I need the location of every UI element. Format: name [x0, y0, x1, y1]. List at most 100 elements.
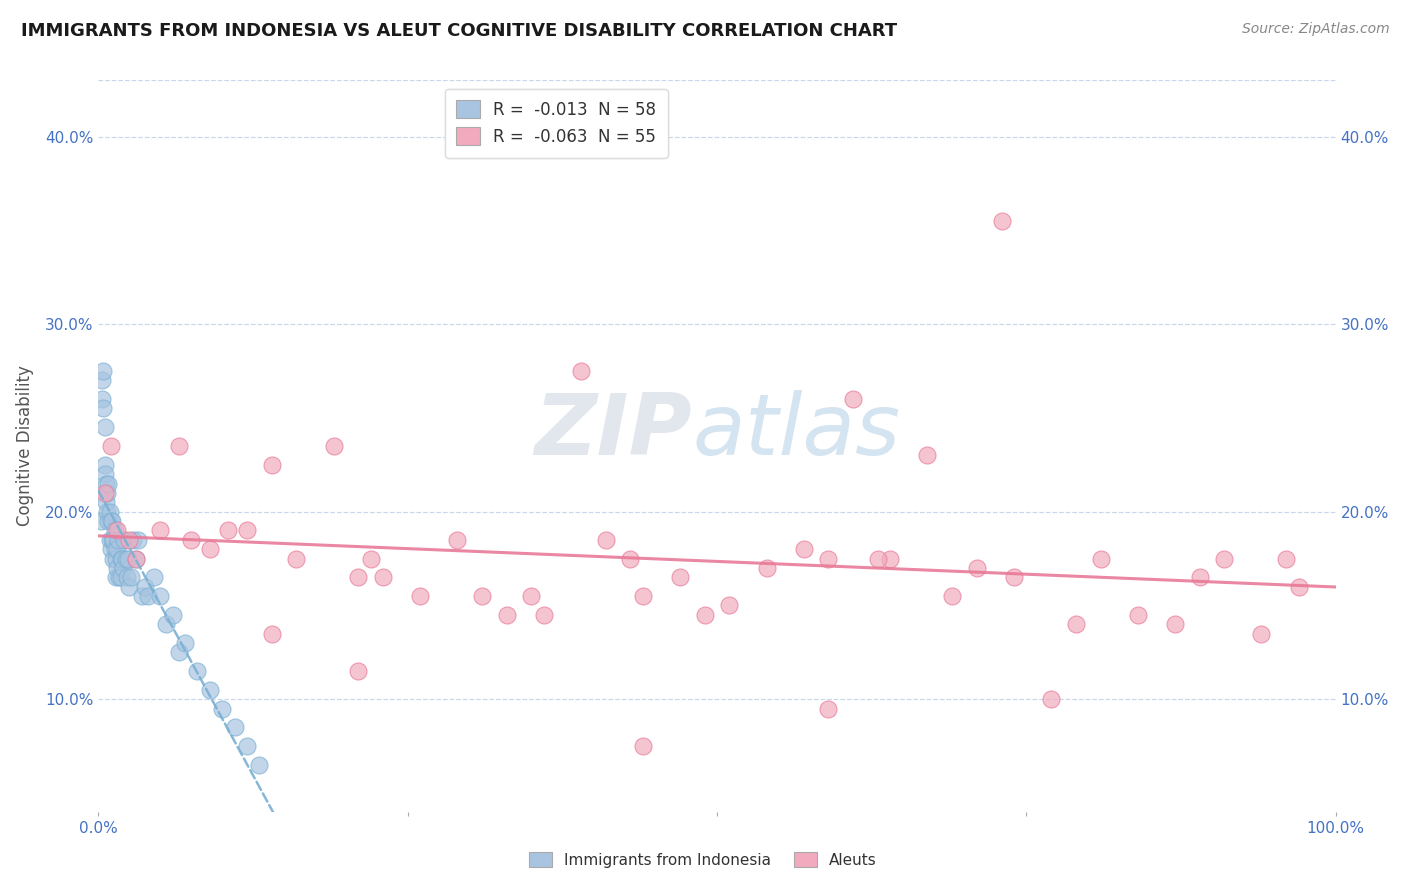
Point	[112, 561, 135, 575]
Point	[149, 524, 172, 538]
Point	[260, 626, 283, 640]
Legend: R =  -0.013  N = 58, R =  -0.063  N = 55: R = -0.013 N = 58, R = -0.063 N = 55	[444, 88, 668, 158]
Point	[112, 533, 135, 547]
Point	[619, 551, 641, 566]
Point	[155, 617, 177, 632]
Point	[117, 551, 139, 566]
Point	[718, 599, 741, 613]
Point	[127, 533, 149, 547]
Point	[100, 542, 122, 557]
Point	[1090, 551, 1112, 566]
Point	[124, 551, 146, 566]
Point	[347, 570, 370, 584]
Point	[817, 701, 839, 715]
Point	[101, 533, 124, 547]
Y-axis label: Cognitive Disability: Cognitive Disability	[15, 366, 34, 526]
Point	[110, 551, 132, 566]
Point	[96, 505, 118, 519]
Point	[842, 392, 865, 406]
Point	[93, 364, 115, 378]
Point	[471, 589, 494, 603]
Point	[149, 589, 172, 603]
Point	[103, 551, 125, 566]
Point	[174, 636, 197, 650]
Point	[131, 589, 153, 603]
Point	[167, 645, 190, 659]
Point	[93, 486, 115, 500]
Point	[97, 476, 120, 491]
Point	[817, 551, 839, 566]
Point	[98, 505, 121, 519]
Point	[631, 589, 654, 603]
Point	[122, 533, 145, 547]
Point	[90, 514, 112, 528]
Point	[322, 439, 344, 453]
Point	[93, 458, 115, 472]
Point	[941, 589, 963, 603]
Point	[1126, 607, 1149, 622]
Point	[1040, 692, 1063, 706]
Text: ZIP: ZIP	[534, 390, 692, 473]
Point	[93, 401, 115, 416]
Point	[1288, 580, 1310, 594]
Point	[118, 533, 141, 547]
Point	[211, 701, 233, 715]
Point	[520, 589, 543, 603]
Point	[93, 467, 115, 482]
Point	[371, 570, 394, 584]
Point	[105, 524, 128, 538]
Point	[162, 607, 184, 622]
Point	[347, 664, 370, 678]
Point	[1188, 570, 1211, 584]
Point	[236, 524, 259, 538]
Point	[446, 533, 468, 547]
Point	[693, 607, 716, 622]
Point	[110, 570, 132, 584]
Legend: Immigrants from Indonesia, Aleuts: Immigrants from Indonesia, Aleuts	[522, 844, 884, 875]
Point	[879, 551, 901, 566]
Point	[118, 580, 141, 594]
Point	[104, 551, 127, 566]
Point	[103, 524, 125, 538]
Point	[104, 570, 127, 584]
Point	[1164, 617, 1187, 632]
Point	[360, 551, 382, 566]
Point	[143, 570, 166, 584]
Point	[1002, 570, 1025, 584]
Point	[793, 542, 815, 557]
Point	[217, 524, 239, 538]
Point	[198, 542, 221, 557]
Point	[1213, 551, 1236, 566]
Point	[94, 495, 117, 509]
Point	[134, 580, 156, 594]
Point	[260, 458, 283, 472]
Point	[569, 364, 592, 378]
Point	[669, 570, 692, 584]
Point	[180, 533, 202, 547]
Point	[97, 514, 120, 528]
Point	[1275, 551, 1298, 566]
Point	[409, 589, 432, 603]
Point	[103, 533, 125, 547]
Point	[224, 720, 246, 734]
Point	[966, 561, 988, 575]
Point	[186, 664, 208, 678]
Point	[96, 486, 118, 500]
Point	[114, 551, 136, 566]
Text: IMMIGRANTS FROM INDONESIA VS ALEUT COGNITIVE DISABILITY CORRELATION CHART: IMMIGRANTS FROM INDONESIA VS ALEUT COGNI…	[21, 22, 897, 40]
Point	[111, 551, 134, 566]
Point	[236, 739, 259, 753]
Point	[595, 533, 617, 547]
Point	[198, 682, 221, 697]
Point	[103, 542, 125, 557]
Point	[866, 551, 889, 566]
Point	[631, 739, 654, 753]
Point	[167, 439, 190, 453]
Text: atlas: atlas	[692, 390, 900, 473]
Point	[917, 449, 939, 463]
Point	[495, 607, 517, 622]
Point	[124, 551, 146, 566]
Point	[94, 476, 117, 491]
Point	[533, 607, 555, 622]
Point	[247, 757, 270, 772]
